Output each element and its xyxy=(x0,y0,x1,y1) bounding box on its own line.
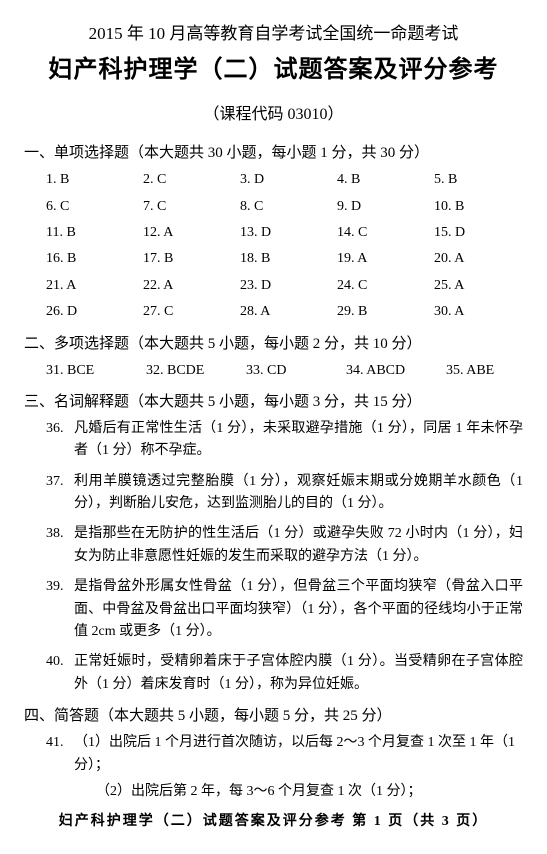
mc-answer: 4. B xyxy=(337,169,426,191)
exam-header-line1: 2015 年 10 月高等教育自学考试全国统一命题考试 xyxy=(24,20,523,47)
definition-item: 36.凡婚后有正常性生活（1 分），未采取避孕措施（1 分），同居 1 年未怀孕… xyxy=(46,418,523,463)
definition-num: 38. xyxy=(46,523,74,568)
mc-answer: 3. D xyxy=(240,169,329,191)
mc-answer: 11. B xyxy=(46,222,135,244)
mc-answer: 7. C xyxy=(143,196,232,218)
multi-answer: 34. ABCD xyxy=(346,360,422,382)
mc-answer: 20. A xyxy=(434,248,523,270)
mc-answer: 21. A xyxy=(46,275,135,297)
mc-answer: 10. B xyxy=(434,196,523,218)
definition-text: 正常妊娠时，受精卵着床于子宫体腔内膜（1 分）。当受精卵在子宫体腔外（1 分）着… xyxy=(74,651,523,696)
q41-sub2: （2）出院后第 2 年，每 3～6 个月复查 1 次（1 分）； xyxy=(96,781,523,803)
mc-answer: 26. D xyxy=(46,301,135,323)
mc-answer: 24. C xyxy=(337,275,426,297)
mc-answer: 22. A xyxy=(143,275,232,297)
mc-answer: 8. C xyxy=(240,196,329,218)
definition-text: 利用羊膜镜透过完整胎膜（1 分），观察妊娠末期或分娩期羊水颜色（1 分），判断胎… xyxy=(74,471,523,516)
definition-text: 是指骨盆外形属女性骨盆（1 分），但骨盆三个平面均狭窄（骨盆入口平面、中骨盆及骨… xyxy=(74,576,523,643)
course-code: （课程代码 03010） xyxy=(24,102,523,128)
q41-sub1: （1）出院后 1 个月进行首次随访，以后每 2～3 个月复查 1 次至 1 年（… xyxy=(74,732,523,777)
mc-answer: 12. A xyxy=(143,222,232,244)
definition-num: 40. xyxy=(46,651,74,696)
definition-num: 36. xyxy=(46,418,74,463)
definition-item: 40.正常妊娠时，受精卵着床于子宫体腔内膜（1 分）。当受精卵在子宫体腔外（1 … xyxy=(46,651,523,696)
section4-list: 41. （1）出院后 1 个月进行首次随访，以后每 2～3 个月复查 1 次至 … xyxy=(46,732,523,803)
page-footer: 妇产科护理学（二）试题答案及评分参考 第 1 页（共 3 页） xyxy=(24,811,523,833)
exam-title: 妇产科护理学（二）试题答案及评分参考 xyxy=(24,51,523,89)
section2-title: 二、多项选择题（本大题共 5 小题，每小题 2 分，共 10 分） xyxy=(24,332,523,356)
mc-answer: 27. C xyxy=(143,301,232,323)
multi-answer: 33. CD xyxy=(246,360,322,382)
mc-answer: 28. A xyxy=(240,301,329,323)
mc-answer: 6. C xyxy=(46,196,135,218)
definition-item: 38.是指那些在无防护的性生活后（1 分）或避孕失败 72 小时内（1 分），妇… xyxy=(46,523,523,568)
mc-answer: 2. C xyxy=(143,169,232,191)
section2-row: 31. BCE 32. BCDE 33. CD 34. ABCD 35. ABE xyxy=(46,360,523,382)
q41: 41. （1）出院后 1 个月进行首次随访，以后每 2～3 个月复查 1 次至 … xyxy=(46,732,523,777)
definition-num: 37. xyxy=(46,471,74,516)
mc-answer: 19. A xyxy=(337,248,426,270)
section1-grid: 1. B 2. C 3. D 4. B 5. B 6. C 7. C 8. C 9. D 10. … xyxy=(46,169,523,323)
mc-answer: 30. A xyxy=(434,301,523,323)
mc-answer: 23. D xyxy=(240,275,329,297)
mc-answer: 14. C xyxy=(337,222,426,244)
section3-list: 36.凡婚后有正常性生活（1 分），未采取避孕措施（1 分），同居 1 年未怀孕… xyxy=(46,418,523,696)
mc-answer: 16. B xyxy=(46,248,135,270)
multi-answer: 31. BCE xyxy=(46,360,122,382)
mc-answer: 18. B xyxy=(240,248,329,270)
mc-answer: 13. D xyxy=(240,222,329,244)
section4-title: 四、简答题（本大题共 5 小题，每小题 5 分，共 25 分） xyxy=(24,704,523,728)
definition-item: 39.是指骨盆外形属女性骨盆（1 分），但骨盆三个平面均狭窄（骨盆入口平面、中骨… xyxy=(46,576,523,643)
mc-answer: 1. B xyxy=(46,169,135,191)
definition-item: 37.利用羊膜镜透过完整胎膜（1 分），观察妊娠末期或分娩期羊水颜色（1 分），… xyxy=(46,471,523,516)
definition-text: 是指那些在无防护的性生活后（1 分）或避孕失败 72 小时内（1 分），妇女为防… xyxy=(74,523,523,568)
definition-num: 39. xyxy=(46,576,74,643)
q41-num: 41. xyxy=(46,732,74,777)
mc-answer: 17. B xyxy=(143,248,232,270)
multi-answer: 35. ABE xyxy=(446,360,522,382)
section1-title: 一、单项选择题（本大题共 30 小题，每小题 1 分，共 30 分） xyxy=(24,141,523,165)
section3-title: 三、名词解释题（本大题共 5 小题，每小题 3 分，共 15 分） xyxy=(24,390,523,414)
mc-answer: 29. B xyxy=(337,301,426,323)
multi-answer: 32. BCDE xyxy=(146,360,222,382)
mc-answer: 5. B xyxy=(434,169,523,191)
mc-answer: 25. A xyxy=(434,275,523,297)
mc-answer: 9. D xyxy=(337,196,426,218)
definition-text: 凡婚后有正常性生活（1 分），未采取避孕措施（1 分），同居 1 年未怀孕者（1… xyxy=(74,418,523,463)
mc-answer: 15. D xyxy=(434,222,523,244)
